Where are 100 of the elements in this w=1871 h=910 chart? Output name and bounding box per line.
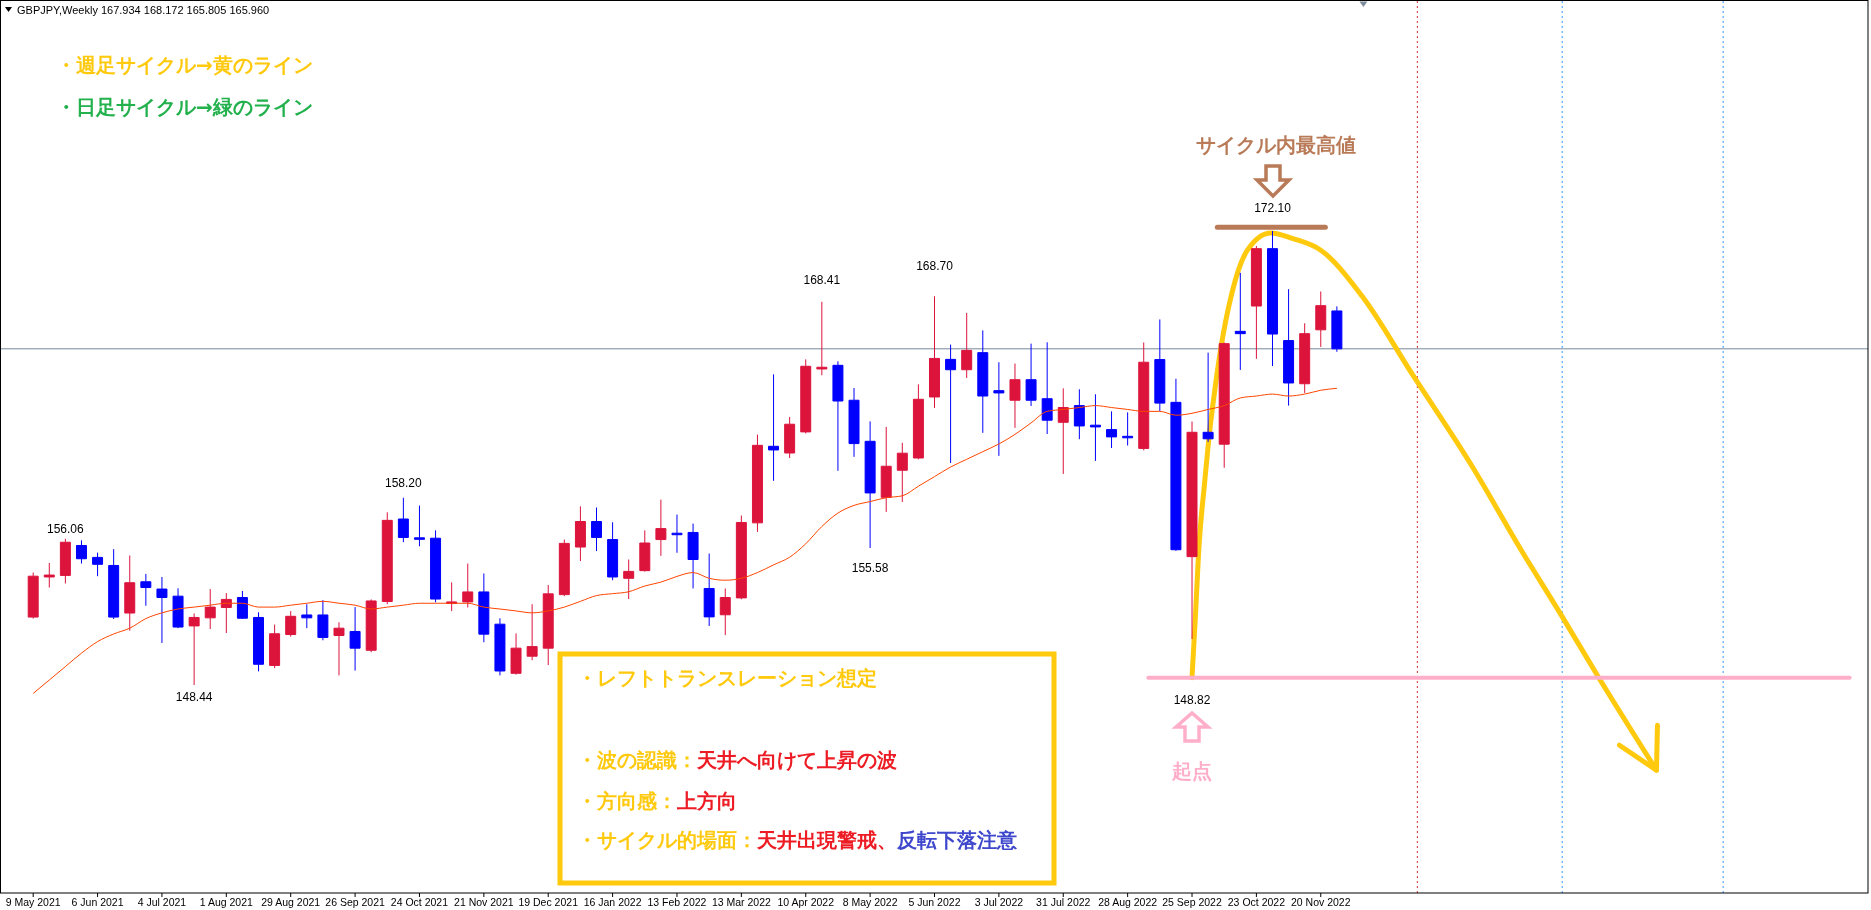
- text: サイクル内最高値: [1196, 133, 1356, 157]
- x-tick-label: 25 Sep 2022: [1162, 896, 1222, 908]
- x-tick-label: 19 Dec 2021: [518, 896, 579, 908]
- candlestick: [687, 523, 699, 589]
- candlestick: [929, 295, 940, 409]
- candlestick: [591, 507, 602, 552]
- candlestick: [27, 572, 39, 620]
- candlestick: [1250, 245, 1262, 360]
- candlestick: [655, 499, 667, 557]
- candlestick: [945, 344, 957, 464]
- candlestick: [816, 301, 828, 376]
- annotation: 168.41: [803, 273, 841, 288]
- candlestick: [1170, 378, 1182, 552]
- candlestick: [140, 573, 152, 607]
- x-tick-label: 8 May 2022: [842, 896, 898, 908]
- candlestick: [607, 521, 619, 581]
- candlestick: [220, 592, 232, 634]
- candlestick: [204, 588, 216, 630]
- candlestick: [1315, 290, 1327, 348]
- candlestick: [365, 598, 377, 653]
- candlestick: [413, 505, 425, 547]
- candlestick: [317, 599, 329, 641]
- x-tick-label: 16 Jan 2022: [583, 896, 642, 908]
- candlestick: [623, 559, 635, 600]
- candlestick: [397, 497, 409, 543]
- candlestick: [301, 603, 313, 629]
- annotation: 155.58: [851, 561, 889, 576]
- candlestick: [977, 329, 989, 434]
- candlestick: [349, 606, 361, 672]
- candlestick: [800, 358, 812, 434]
- candlestick: [124, 554, 136, 632]
- candlestick: [253, 611, 265, 672]
- candlestick: [1202, 352, 1214, 443]
- annotation: 148.44: [175, 690, 213, 705]
- annotation: 158.20: [385, 475, 423, 490]
- candlestick: [1267, 230, 1278, 367]
- candlestick: [768, 373, 780, 482]
- x-tick-label: 9 May 2021: [5, 896, 61, 908]
- annotation: 156.06: [47, 521, 85, 536]
- candlestick: [156, 576, 168, 644]
- x-tick-label: 21 Nov 2021: [454, 896, 514, 908]
- candlestick: [671, 514, 683, 554]
- candlestick: [784, 416, 796, 459]
- candlestick: [993, 361, 1005, 457]
- candlestick: [896, 442, 908, 503]
- x-tick-label: 29 Aug 2021: [261, 896, 321, 908]
- candlestick: [558, 539, 570, 597]
- x-tick-label: 28 Aug 2022: [1098, 896, 1158, 908]
- text: ・日足サイクル→緑のライン: [56, 95, 313, 119]
- candlestick: [719, 587, 731, 636]
- candlestick: [430, 529, 442, 603]
- x-tick-label: 24 Oct 2021: [390, 896, 449, 908]
- x-tick-label: 3 Jul 2022: [974, 896, 1024, 908]
- annotation: 172.10: [1254, 201, 1292, 216]
- candlestick: [961, 312, 973, 379]
- candlestick: [880, 426, 892, 513]
- candlestick: [494, 617, 506, 676]
- candlestick: [848, 387, 860, 458]
- x-tick-label: 10 Apr 2022: [777, 896, 835, 908]
- candlestick: [542, 584, 554, 666]
- text: 起点: [1171, 759, 1212, 783]
- candlestick: [832, 360, 844, 472]
- candlestick: [188, 612, 200, 686]
- candlestick: [75, 539, 87, 565]
- candlestick: [912, 383, 924, 460]
- candlestick: [864, 420, 876, 549]
- x-tick-label: 5 Jun 2022: [908, 896, 961, 908]
- candlestick: [1073, 388, 1085, 440]
- x-tick-label: 31 Jul 2022: [1036, 896, 1091, 908]
- chart-title: GBPJPY,Weekly 167.934 168.172 165.805 165.960: [17, 3, 270, 16]
- text: ・方向感：上方向: [577, 789, 737, 813]
- x-tick-label: 23 Oct 2022: [1227, 896, 1286, 908]
- candlestick: [108, 548, 120, 620]
- candlestick: [1041, 341, 1053, 435]
- x-tick-label: 13 Mar 2022: [711, 896, 771, 908]
- candlestick: [1154, 318, 1166, 412]
- candlestick: [639, 529, 651, 573]
- candlestick: [285, 610, 297, 638]
- candlestick: [1234, 272, 1246, 371]
- candlestick: [1009, 363, 1021, 429]
- annotation: 168.70: [916, 259, 954, 274]
- candlestick: [1025, 343, 1037, 407]
- candlestick: [1299, 322, 1311, 394]
- candlestick: [462, 563, 474, 608]
- candlestick: [1106, 410, 1118, 449]
- candlestick: [92, 552, 104, 577]
- candlestick: [1331, 305, 1343, 353]
- text: ・波の認識：天井へ向けて上昇の波: [577, 748, 897, 772]
- candlestick: [1283, 288, 1295, 407]
- candlestick: [43, 562, 55, 589]
- annotation: ・レフトトランスレーション想定: [577, 666, 877, 690]
- candlestick: [1218, 341, 1230, 469]
- candlestick: [269, 624, 281, 669]
- x-tick-label: 4 Jul 2021: [137, 896, 187, 908]
- x-tick-label: 26 Sep 2021: [325, 896, 386, 908]
- candlestick: [703, 553, 715, 627]
- candlestick: [381, 511, 393, 605]
- candlestick: [478, 573, 490, 643]
- candlestick: [1186, 421, 1198, 640]
- candlestick: [1122, 411, 1134, 447]
